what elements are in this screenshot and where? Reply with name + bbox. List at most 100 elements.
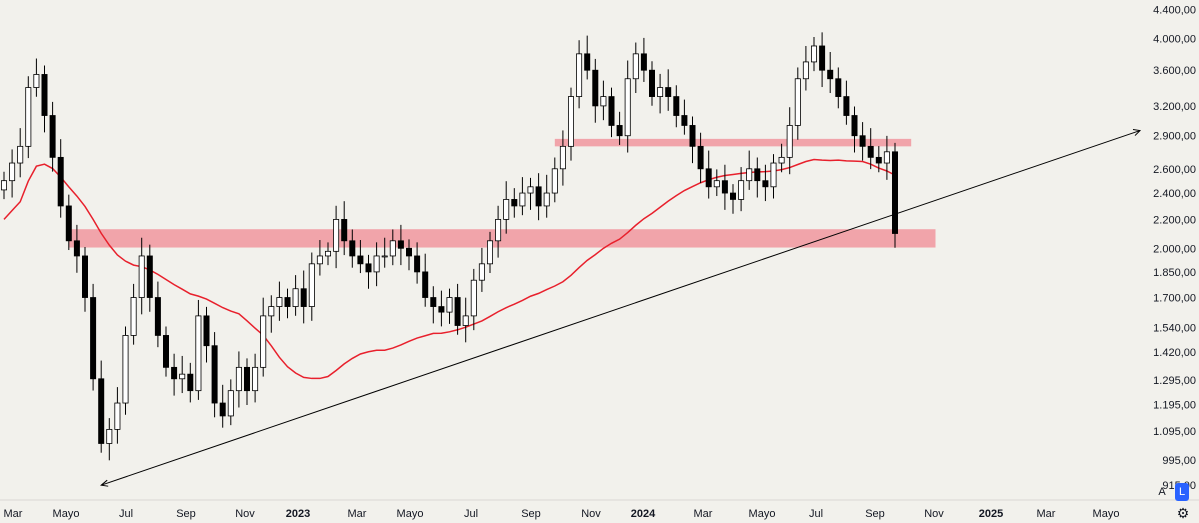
log-scale-button[interactable]: L [1175,483,1189,501]
candle-body [851,115,858,137]
candle-body [114,402,121,430]
x-tick-label: Mar [4,508,23,520]
candle-body [106,428,113,444]
candle-body [730,192,737,200]
candle-body [794,78,801,126]
candle-body [511,199,518,207]
x-tick-label: Mar [348,508,367,520]
candle-body [308,263,315,307]
candle-body [811,45,818,63]
candle-body [73,240,80,257]
candle-body [292,288,299,307]
candle-body [146,255,153,298]
candle-body [454,297,461,326]
x-tick-label: Mar [1037,508,1056,520]
y-tick-label: 3.600,00 [1153,65,1196,77]
auto-scale-button[interactable]: A [1158,486,1166,498]
candle-body [41,74,48,116]
candle-body [778,156,785,164]
candle-body [324,250,331,257]
x-tick-label: Mayo [749,508,776,520]
y-axis[interactable]: 915,00995,001.095,001.195,001.295,001.42… [1153,4,1196,492]
candle-body [397,240,404,249]
x-tick-label: 2024 [631,508,656,520]
candle-body [187,373,194,392]
candle-body [98,378,105,444]
candle-body [697,145,704,170]
candle-body [235,366,242,392]
candle-body [381,255,388,258]
candle-body [519,192,526,207]
x-tick-label: Mar [694,508,713,520]
support-zones [68,138,936,248]
candle-body [819,45,826,71]
candle-body [754,168,761,182]
candle-body [624,78,631,137]
candle-body [632,53,639,80]
candle-body [600,96,607,107]
candle-body [843,96,850,116]
candle-body [438,306,445,313]
gear-icon[interactable]: ⚙ [1176,505,1190,521]
support-zone [68,229,936,248]
candle-body [689,125,696,147]
candle-body [802,61,809,80]
candle-body [195,315,202,392]
candle-body [835,78,842,97]
candle-body [357,255,364,265]
candle-body [154,297,161,336]
candle-body [300,288,307,307]
x-tick-label: Nov [581,508,601,520]
candle-body [162,335,169,368]
candle-body [478,263,485,281]
candle-body [657,87,664,97]
candle-body [130,297,137,336]
candle-body [721,180,728,194]
candle-body [713,180,720,188]
x-axis[interactable]: Mar Mayo Jul Sep Nov 2023 Mar Mayo Jul Sep Nov 2024… [0,499,1199,520]
candle-body [892,151,899,234]
candle-body [559,145,566,170]
trendline-arrow-end [1132,129,1142,136]
candle-body [470,279,477,317]
candle-body [414,255,421,273]
candle-body [422,271,429,298]
candle-body [179,373,186,380]
candle-body [276,297,283,307]
y-tick-label: 995,00 [1162,455,1196,467]
candle-body [341,219,348,242]
ma-line [3,158,896,380]
candle-body [859,135,866,147]
support-zone [554,138,912,147]
candle-body [430,297,437,307]
x-tick-label: Nov [924,508,944,520]
y-tick-label: 1.850,00 [1153,267,1196,279]
candle-body [608,96,615,126]
candle-body [568,96,575,147]
candle-body [883,151,890,164]
x-tick-label: Nov [235,508,255,520]
y-tick-label: 2.600,00 [1153,164,1196,176]
candle-body [203,315,210,347]
candle-body [551,168,558,194]
y-tick-label: 1.195,00 [1153,399,1196,411]
y-tick-label: 2.400,00 [1153,188,1196,200]
candle-body [576,53,583,97]
candle-body [284,297,291,307]
candle-body [9,162,16,182]
trendline-arrow-start [100,479,109,487]
candle-body [227,390,234,417]
candle-body [65,205,72,242]
x-tick-label: Mayo [397,508,424,520]
x-tick-label: Jul [119,508,133,520]
candle-body [33,74,40,88]
y-tick-label: 1.095,00 [1153,426,1196,438]
candle-body [665,87,672,97]
candle-body [875,156,882,164]
candle-body [786,125,793,158]
moving-average [3,158,896,380]
candle-body [171,366,178,380]
y-tick-label: 1.295,00 [1153,375,1196,387]
candle-body [762,180,769,188]
